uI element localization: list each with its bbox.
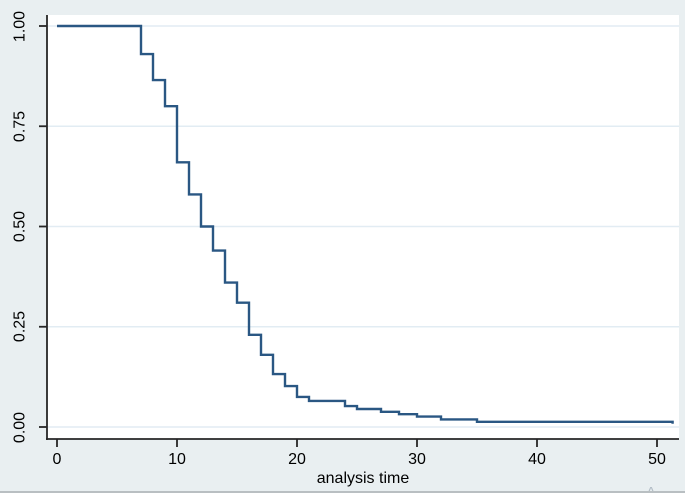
y-tick-label: 1.00 — [11, 10, 29, 42]
x-tick-label: 30 — [408, 451, 426, 468]
x-axis-title: analysis time — [316, 470, 410, 487]
watermark-text: A — [646, 484, 659, 493]
y-tick-label: 0.50 — [11, 210, 29, 243]
x-tick-label: 20 — [288, 451, 306, 468]
y-tick-label: 0.25 — [11, 311, 29, 343]
x-tick-label: 0 — [52, 451, 62, 468]
y-tick-label: 0.00 — [11, 411, 29, 443]
x-tick-label: 10 — [168, 451, 186, 468]
y-tick-label: 0.75 — [11, 110, 29, 142]
x-tick-label: 50 — [648, 451, 666, 468]
survivor-curve — [57, 24, 674, 424]
x-tick-label: 40 — [528, 451, 546, 468]
image-bottom-edge — [0, 491, 685, 493]
